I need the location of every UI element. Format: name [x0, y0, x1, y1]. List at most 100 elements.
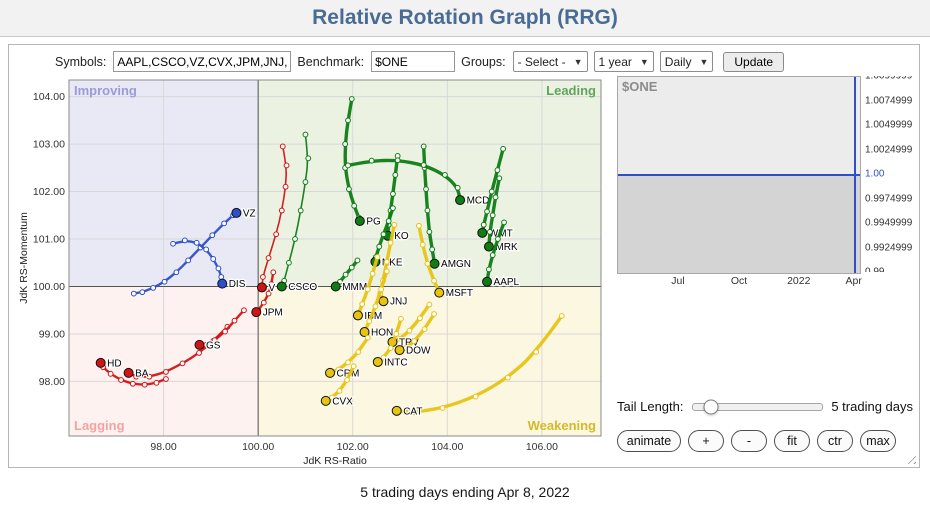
- symbol-dot-CRM[interactable]: [325, 367, 336, 378]
- symbol-dot-IBM[interactable]: [352, 310, 363, 321]
- symbol-dot-JPM[interactable]: [251, 307, 262, 318]
- frequency-select[interactable]: Daily ▼: [659, 51, 714, 72]
- trail-HON[interactable]: HON: [359, 268, 395, 340]
- app-header: Relative Rotation Graph (RRG): [0, 0, 930, 37]
- trail-CVX[interactable]: CVX: [320, 363, 357, 409]
- update-button[interactable]: Update: [723, 51, 785, 72]
- symbol-label-AMGN: AMGN: [441, 259, 471, 270]
- trail-DOW[interactable]: DOW: [394, 311, 437, 358]
- maximize-button[interactable]: max: [860, 430, 896, 452]
- benchmark-plot[interactable]: $ONE: [617, 76, 861, 274]
- symbol-dot-HD[interactable]: [95, 357, 106, 368]
- center-button[interactable]: ctr: [817, 430, 853, 452]
- trail-V[interactable]: V: [256, 143, 290, 295]
- trail-point: [420, 143, 427, 150]
- trail-MMM[interactable]: MMM: [330, 257, 368, 294]
- symbol-dot-CAT[interactable]: [391, 405, 402, 416]
- symbol-dot-PG[interactable]: [354, 215, 365, 226]
- symbol-dot-BA[interactable]: [123, 367, 134, 378]
- trail-point: [344, 377, 350, 383]
- chevron-down-icon: ▼: [573, 56, 583, 67]
- trail-point: [387, 239, 394, 246]
- trail-point: [501, 219, 507, 226]
- trail-IBM[interactable]: IBM: [352, 254, 383, 323]
- symbol-label-CVX: CVX: [332, 396, 353, 407]
- trail-DIS[interactable]: DIS: [170, 237, 247, 291]
- trail-MRK[interactable]: MRK: [483, 175, 519, 254]
- slider-thumb[interactable]: [703, 399, 719, 414]
- trail-point: [179, 360, 186, 367]
- trail-AMGN[interactable]: AMGN: [420, 143, 472, 271]
- trail-CSCO[interactable]: CSCO: [276, 131, 319, 294]
- tail-length-row: Tail Length: 5 trading days: [617, 399, 913, 414]
- trail-point: [345, 359, 351, 366]
- period-select[interactable]: 1 year ▼: [593, 51, 654, 72]
- zoom-in-button[interactable]: +: [688, 430, 724, 452]
- symbol-label-BA: BA: [135, 368, 149, 379]
- trail-point: [297, 207, 304, 214]
- y-tick-label: 101.00: [33, 234, 65, 246]
- bench-y-label: 1.0099999: [865, 76, 913, 82]
- trail-point: [265, 255, 272, 261]
- trail-point: [426, 301, 433, 308]
- trail-point: [420, 162, 427, 168]
- symbol-dot-WMT[interactable]: [477, 227, 488, 238]
- symbol-dot-HON[interactable]: [359, 327, 370, 338]
- trail-point: [292, 236, 298, 242]
- bench-y-label: 1.0049999: [865, 119, 913, 131]
- tail-length-slider[interactable]: [691, 399, 824, 414]
- trail-point: [146, 373, 153, 380]
- trail-PG[interactable]: PG: [342, 96, 382, 229]
- zoom-out-button[interactable]: -: [731, 430, 767, 452]
- groups-select[interactable]: - Select - ▼: [512, 51, 588, 72]
- trail-point: [118, 377, 124, 383]
- animate-button[interactable]: animate: [617, 430, 681, 452]
- trail-point: [390, 205, 396, 212]
- symbol-dot-CVX[interactable]: [320, 395, 331, 406]
- trail-CRM[interactable]: CRM: [325, 334, 371, 381]
- trail-BA[interactable]: BA: [123, 323, 231, 381]
- benchmark-input[interactable]: [371, 51, 456, 72]
- trail-point: [486, 228, 493, 235]
- symbol-dot-VZ[interactable]: [231, 207, 242, 218]
- symbol-dot-GS[interactable]: [194, 339, 205, 350]
- trail-point: [282, 183, 289, 190]
- symbols-input[interactable]: [113, 51, 292, 72]
- trail-CAT[interactable]: CAT: [391, 313, 565, 419]
- fit-button[interactable]: fit: [774, 430, 810, 452]
- symbol-dot-JNJ[interactable]: [378, 296, 389, 307]
- symbol-dot-MCD[interactable]: [455, 195, 466, 206]
- bench-y-label: 0.99: [865, 266, 885, 273]
- trail-point: [378, 286, 385, 293]
- symbol-dot-DIS[interactable]: [217, 278, 228, 289]
- symbol-dot-MRK[interactable]: [483, 241, 494, 252]
- trail-MSFT[interactable]: MSFT: [416, 222, 474, 300]
- trail-point: [442, 172, 448, 178]
- trail-point: [351, 202, 358, 209]
- trail-VZ[interactable]: VZ: [130, 207, 257, 297]
- trail-AAPL[interactable]: AAPL: [482, 219, 521, 289]
- quadrant-label-weakening: Weakening: [528, 418, 596, 433]
- symbol-dot-AAPL[interactable]: [482, 276, 493, 287]
- rrg-chart-svg[interactable]: Improving Leading Lagging Weakening 98.00 100…: [13, 74, 603, 466]
- symbol-dot-V[interactable]: [256, 282, 267, 293]
- trail-MCD[interactable]: MCD: [345, 157, 491, 208]
- trail-line: [261, 145, 287, 289]
- symbol-label-MSFT: MSFT: [446, 288, 473, 299]
- symbol-dot-CSCO[interactable]: [276, 281, 287, 292]
- trail-HD[interactable]: HD: [95, 357, 169, 388]
- trail-GS[interactable]: GS: [194, 307, 247, 353]
- rrg-panel: Symbols: Benchmark: Groups: - Select - ▼…: [8, 44, 920, 468]
- symbol-dot-MSFT[interactable]: [434, 287, 445, 298]
- quadrant-label-leading: Leading: [546, 83, 596, 98]
- x-tick-label: 100.00: [242, 441, 274, 453]
- symbol-dot-INTC[interactable]: [372, 356, 383, 367]
- rrg-chart[interactable]: Improving Leading Lagging Weakening 98.00 100…: [9, 74, 609, 466]
- trail-INTC[interactable]: INTC: [372, 315, 409, 370]
- symbol-dot-AMGN[interactable]: [429, 258, 440, 269]
- trail-JPM[interactable]: JPM: [251, 269, 284, 320]
- symbol-dot-DOW[interactable]: [394, 345, 405, 356]
- trail-point: [492, 194, 499, 201]
- date-cursor-line[interactable]: [854, 77, 856, 273]
- symbol-dot-MMM[interactable]: [330, 281, 341, 292]
